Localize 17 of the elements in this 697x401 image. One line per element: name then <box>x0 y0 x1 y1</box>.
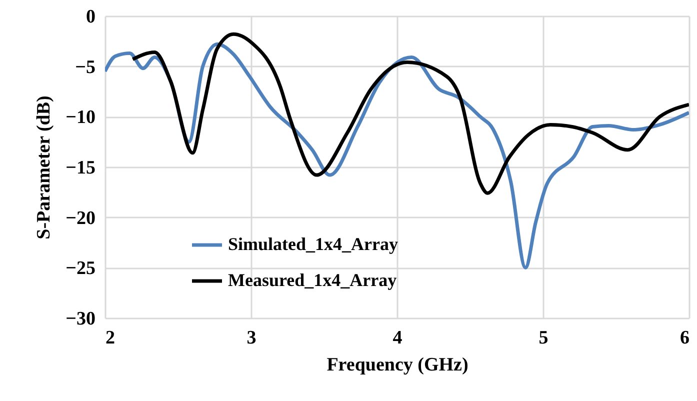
legend-label: Measured_1x4_Array <box>228 270 397 290</box>
y-tick-label: 0 <box>86 6 96 28</box>
y-tick-label: −20 <box>66 208 96 229</box>
y-tick-label: −10 <box>66 107 96 128</box>
x-tick-label: 5 <box>538 328 548 348</box>
y-tick-label: −25 <box>66 258 96 280</box>
legend-label: Simulated_1x4_Array <box>228 234 398 254</box>
y-tick-label: −30 <box>66 308 96 330</box>
x-tick-label: 6 <box>680 328 690 348</box>
x-axis-title: Frequency (GHz) <box>326 354 468 376</box>
x-tick-label: 3 <box>246 328 256 348</box>
y-tick-label: −15 <box>66 158 96 178</box>
x-tick-label: 2 <box>106 328 115 348</box>
y-tick-label: −5 <box>75 56 96 78</box>
line-series <box>130 32 689 195</box>
x-tick-label: 4 <box>392 328 403 348</box>
y-axis-title: S-Parameter (dB) <box>34 96 55 240</box>
